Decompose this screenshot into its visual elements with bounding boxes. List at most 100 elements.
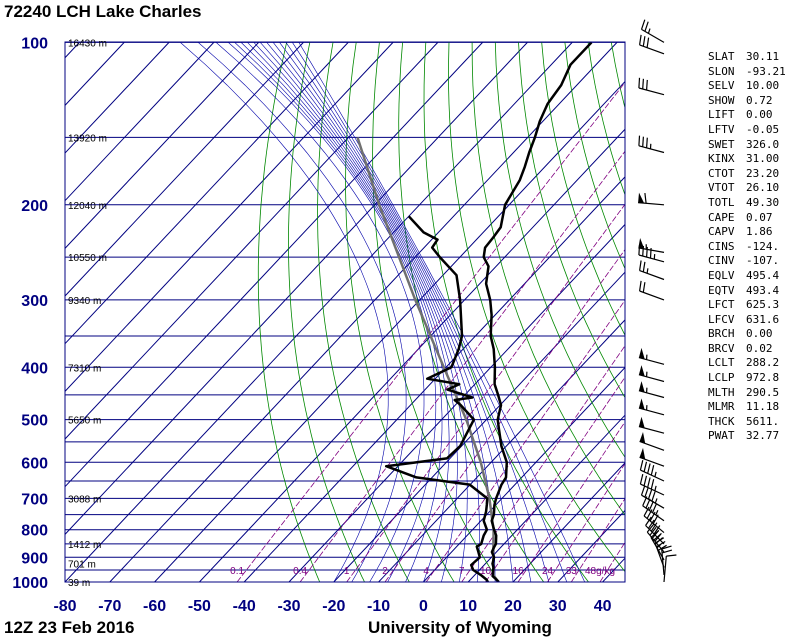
wind-barb-feather <box>647 477 651 488</box>
wind-barb-half-feather <box>646 268 649 274</box>
data-source: University of Wyoming <box>368 618 552 637</box>
pressure-tick-label: 600 <box>21 455 48 472</box>
wind-barb-staff <box>639 290 665 301</box>
height-label: 39 m <box>68 578 90 589</box>
wind-barb-feather <box>642 282 646 293</box>
index-key: MLMR <box>708 400 735 414</box>
wind-barb <box>638 347 665 365</box>
wind-barb-flag <box>638 381 645 393</box>
isotherm-line <box>65 42 439 440</box>
isotherm-line <box>199 128 625 582</box>
index-key: LFCT <box>708 298 735 312</box>
index-key: CINS <box>708 239 735 253</box>
temperature-tick-label: 10 <box>459 598 477 615</box>
index-value: 26.10 <box>746 181 780 195</box>
wind-barb-flag <box>639 447 646 460</box>
index-value: 49.30 <box>746 195 780 209</box>
mixing-ratio-label: 4 <box>423 566 429 577</box>
height-label: 9340 m <box>68 296 101 307</box>
isotherm-line <box>65 42 349 345</box>
wind-barb-feather <box>639 280 642 292</box>
index-key: VTOT <box>708 181 735 195</box>
height-label: 1412 m <box>68 540 101 551</box>
isotherm-line <box>333 271 625 582</box>
dry-adiabat <box>448 42 625 573</box>
temperature-tick-label: 0 <box>419 598 428 615</box>
wind-barb <box>638 135 665 154</box>
wind-barb-feather <box>649 526 657 536</box>
wind-barb-feather <box>651 491 656 502</box>
temperature-tick-label: 20 <box>504 598 522 615</box>
isotherm-line <box>109 42 618 582</box>
index-row: SLON -93.21 <box>708 65 796 80</box>
mixing-ratio-line <box>425 299 625 582</box>
wind-barb-feather <box>646 37 650 48</box>
wind-barb <box>639 473 665 496</box>
wind-barb <box>638 381 665 399</box>
index-row: VTOT 26.10 <box>708 181 796 196</box>
temperature-tick-label: -60 <box>143 598 166 615</box>
pressure-tick-label: 200 <box>21 198 48 215</box>
wind-barb <box>638 416 665 434</box>
temperature-tick-label: -80 <box>53 598 76 615</box>
moist-adiabat <box>253 42 468 582</box>
wind-barb-feather <box>647 489 653 500</box>
wind-barb <box>650 530 665 561</box>
wind-barb <box>640 19 665 43</box>
temperature-tick-label: -40 <box>233 598 256 615</box>
moist-adiabat <box>240 42 450 582</box>
wind-barb <box>638 365 665 383</box>
mixing-ratio-label: 7 <box>459 566 465 577</box>
wind-barb-feather <box>646 246 648 258</box>
wind-barb-staff <box>638 87 665 96</box>
mixing-ratio-label: 33 <box>566 566 578 577</box>
wind-barb-feather <box>638 77 641 89</box>
wind-barb <box>638 238 665 253</box>
wind-barb-staff <box>640 469 665 482</box>
isotherm-line <box>467 414 625 582</box>
wind-barb-staff <box>638 357 665 365</box>
index-key: THCK <box>708 414 735 428</box>
wind-barb-staff <box>663 556 667 583</box>
moist-adiabat <box>298 42 585 582</box>
moist-adiabat <box>285 42 550 582</box>
index-value: -0.05 <box>746 122 780 136</box>
wind-barb-half-feather <box>647 28 651 34</box>
index-row: LFCT 625.3 <box>708 298 796 313</box>
wind-barb-feather <box>651 529 660 539</box>
wind-barb-feather <box>651 503 658 513</box>
isotherm-line <box>288 223 625 582</box>
wind-barb-staff <box>638 202 665 206</box>
wind-barb-feather <box>639 260 642 271</box>
index-value: 5611. <box>746 414 780 428</box>
index-row: EQTV 493.4 <box>708 284 796 299</box>
wind-barb-feather <box>657 544 667 552</box>
index-key: LCLP <box>708 371 735 385</box>
index-value: 30.11 <box>746 50 780 63</box>
mixing-ratio-label: 24 <box>542 566 554 577</box>
wind-barb-feather <box>640 485 646 496</box>
index-key: EQLV <box>708 268 735 282</box>
index-key: SELV <box>708 79 735 93</box>
parcel-path <box>356 137 500 582</box>
wind-barb-feather <box>639 34 642 45</box>
wind-barb-flag <box>638 192 645 204</box>
height-label: 12040 m <box>68 201 107 212</box>
wind-barb-feather <box>653 525 661 535</box>
index-row: LFTV -0.05 <box>708 123 796 138</box>
wind-barb <box>638 192 665 206</box>
index-value: 493.4 <box>746 283 780 297</box>
wind-barb-staff <box>639 270 665 281</box>
index-value: -93.21 <box>746 64 786 78</box>
isotherm-line <box>65 42 394 393</box>
index-value: 326.0 <box>746 137 780 151</box>
index-value: 0.07 <box>746 210 773 224</box>
index-value: 0.00 <box>746 327 773 341</box>
index-row: SWET 326.0 <box>708 138 796 153</box>
isotherm-line <box>65 42 259 250</box>
wind-barb-feather <box>661 549 673 554</box>
dry-adiabat <box>471 42 625 516</box>
wind-barb-staff <box>650 537 665 561</box>
index-row: LFCV 631.6 <box>708 313 796 328</box>
